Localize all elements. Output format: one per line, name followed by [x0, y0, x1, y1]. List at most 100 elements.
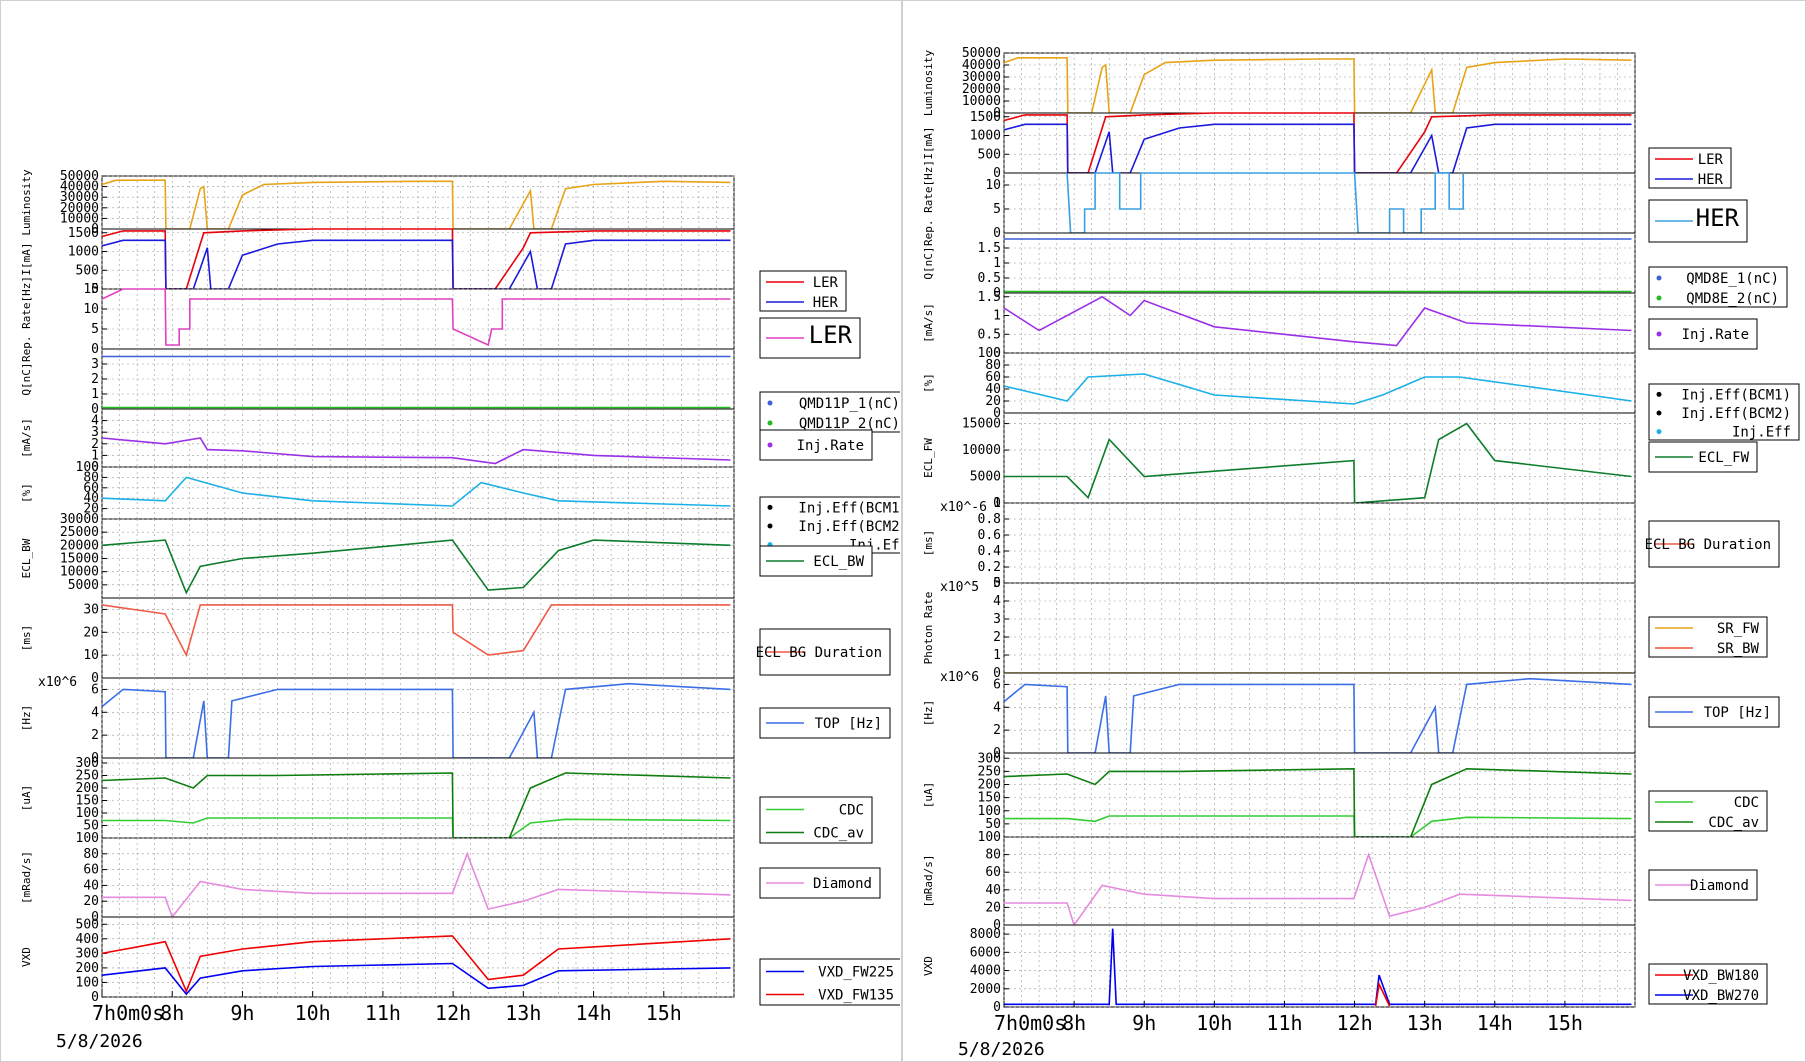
- y-tick-label: 80: [985, 358, 1001, 373]
- y-tick-label: 10000: [60, 211, 99, 226]
- legend-inj-rate: Inj.Rate: [759, 429, 873, 461]
- y-tick-label: 4: [91, 414, 99, 429]
- y-axis-label: [mRad/s]: [922, 855, 935, 908]
- y-axis-label: I[mA]: [922, 126, 935, 159]
- legend-box: [759, 958, 900, 1006]
- y-tick-label: 0: [993, 666, 1001, 681]
- legend-cdc-cdc-av: CDC CDC_av: [759, 796, 873, 844]
- y-tick-label: 0: [993, 346, 1001, 361]
- panel-ma-s: 0 0.5 1 1.5 [mA/s]: [922, 290, 1636, 361]
- y-tick-label: 100: [76, 831, 99, 846]
- y-tick-label: 4000: [970, 964, 1001, 979]
- legend-her: HER: [1648, 199, 1748, 243]
- legend-box: [759, 391, 900, 433]
- y-tick-label: 60: [83, 481, 99, 496]
- y-tick-label: 500: [76, 263, 99, 278]
- y-axis-label: Luminosity: [20, 169, 33, 236]
- legend-label: CDC: [839, 803, 864, 819]
- y-tick-label: 80: [83, 847, 99, 862]
- y-tick-label: 1.5: [978, 290, 1001, 305]
- legend-vxd-fw225-vxd-fw135: VXD_FW225 VXD_FW135: [759, 958, 900, 1006]
- y-tick-label: 3: [91, 425, 99, 440]
- y-tick-label: 100: [76, 975, 99, 990]
- y-tick-label: 50000: [60, 169, 99, 184]
- x-tick-label: 13h: [505, 1001, 541, 1025]
- y-tick-label: 1500: [68, 226, 99, 241]
- y-tick-label: 4: [91, 705, 99, 720]
- legend-label: Inj.Eff(BCM1): [1681, 387, 1791, 403]
- x-tick-label: 11h: [365, 1001, 401, 1025]
- legend-label: ECL BG Duration: [756, 645, 882, 661]
- legend-ler-her: LER HER: [759, 270, 847, 312]
- x-tick-label: 14h: [575, 1001, 611, 1025]
- legend-diamond: Diamond: [1648, 869, 1758, 901]
- left-chart-stack: 01000020000300004000050000Luminosity0500…: [20, 169, 900, 1052]
- legend-sr-fw-sr-bw: SR_FW SR_BW: [1648, 616, 1768, 658]
- y-tick-label: 500: [978, 147, 1001, 162]
- y-tick-label: 15: [83, 282, 99, 297]
- legend-label: Diamond: [813, 876, 872, 892]
- y-axis-label: [%]: [20, 483, 33, 503]
- y-tick-label: 10: [985, 178, 1001, 193]
- y-tick-label: 20000: [962, 82, 1001, 97]
- x-tick-label: 10h: [1196, 1011, 1232, 1035]
- x-tick-label: 9h: [1132, 1011, 1156, 1035]
- y-tick-label: 0.2: [978, 560, 1001, 575]
- legend-marker: [767, 442, 773, 448]
- x-tick-label: 11h: [1266, 1011, 1302, 1035]
- y-tick-label: 0: [993, 106, 1001, 121]
- legend-label: QMD8E_1(nC): [1686, 271, 1779, 287]
- legend-box: [759, 796, 873, 844]
- legend-label: SR_BW: [1717, 641, 1760, 657]
- y-tick-label: 10000: [962, 443, 1001, 458]
- y-tick-label: 30: [83, 602, 99, 617]
- y-tick-label: 0: [91, 342, 99, 357]
- y-axis-label: [uA]: [922, 782, 935, 809]
- legend-marker: [1656, 391, 1662, 397]
- y-axis-label: [ms]: [922, 530, 935, 557]
- y-tick-label: 0: [993, 166, 1001, 181]
- date-label: 5/8/2026: [958, 1039, 1045, 1060]
- y-tick-label: 250: [978, 764, 1001, 779]
- legend-qmd11p-1-nc-qmd11p-2-nc: QMD11P_1(nC) QMD11P_2(nC): [759, 391, 900, 433]
- y-tick-label: 50: [985, 817, 1001, 832]
- panel-vxd: 0 2000 4000 6000 8000 VXD: [922, 924, 1636, 1015]
- legend-box: [759, 270, 847, 312]
- legend-box: [759, 496, 900, 554]
- legend-qmd8e-1-nc-qmd8e-2-nc: QMD8E_1(nC) QMD8E_2(nC): [1648, 266, 1788, 308]
- legend-marker: [767, 504, 773, 510]
- series-line-cdc-av: [101, 772, 731, 839]
- legend-marker: [1656, 331, 1662, 337]
- legend-label: TOP [Hz]: [1704, 705, 1771, 721]
- y-multiplier: x10^6: [940, 670, 979, 685]
- legend-label: HER: [1698, 172, 1724, 188]
- y-tick-label: 2: [993, 630, 1001, 645]
- legend-label: VXD_BW270: [1683, 988, 1759, 1004]
- legend-label: LER: [813, 275, 839, 291]
- series-line-vxd-fw225: [101, 962, 731, 996]
- y-tick-label: 500: [76, 917, 99, 932]
- legend-label: VXD_FW225: [818, 965, 894, 981]
- panel-i-ma: 0 500 1000 1500 I[mA]: [922, 110, 1636, 181]
- y-tick-label: 50000: [962, 46, 1001, 61]
- legend-ecl-bg-duration: ECL BG Duration: [1645, 520, 1780, 568]
- y-tick-label: 4: [993, 594, 1001, 609]
- panel-q-nc: 00.511.5 Q[nC]: [922, 232, 1636, 301]
- y-tick-label: 6: [91, 682, 99, 697]
- legend-top-hz: TOP [Hz]: [759, 707, 891, 739]
- legend-label: CDC: [1734, 795, 1759, 811]
- x-tick-label: 7h0m0s: [994, 1011, 1066, 1035]
- series-line-diamond: [102, 851, 731, 919]
- y-tick-label: 1: [91, 387, 99, 402]
- legend-ler: LER: [759, 317, 861, 359]
- y-multiplier: x10^-6: [940, 500, 987, 515]
- y-axis-label: VXD: [922, 956, 935, 976]
- legend-label: Diamond: [1690, 878, 1749, 894]
- y-axis-label: Luminosity: [922, 50, 935, 117]
- y-tick-label: 5000: [68, 578, 99, 593]
